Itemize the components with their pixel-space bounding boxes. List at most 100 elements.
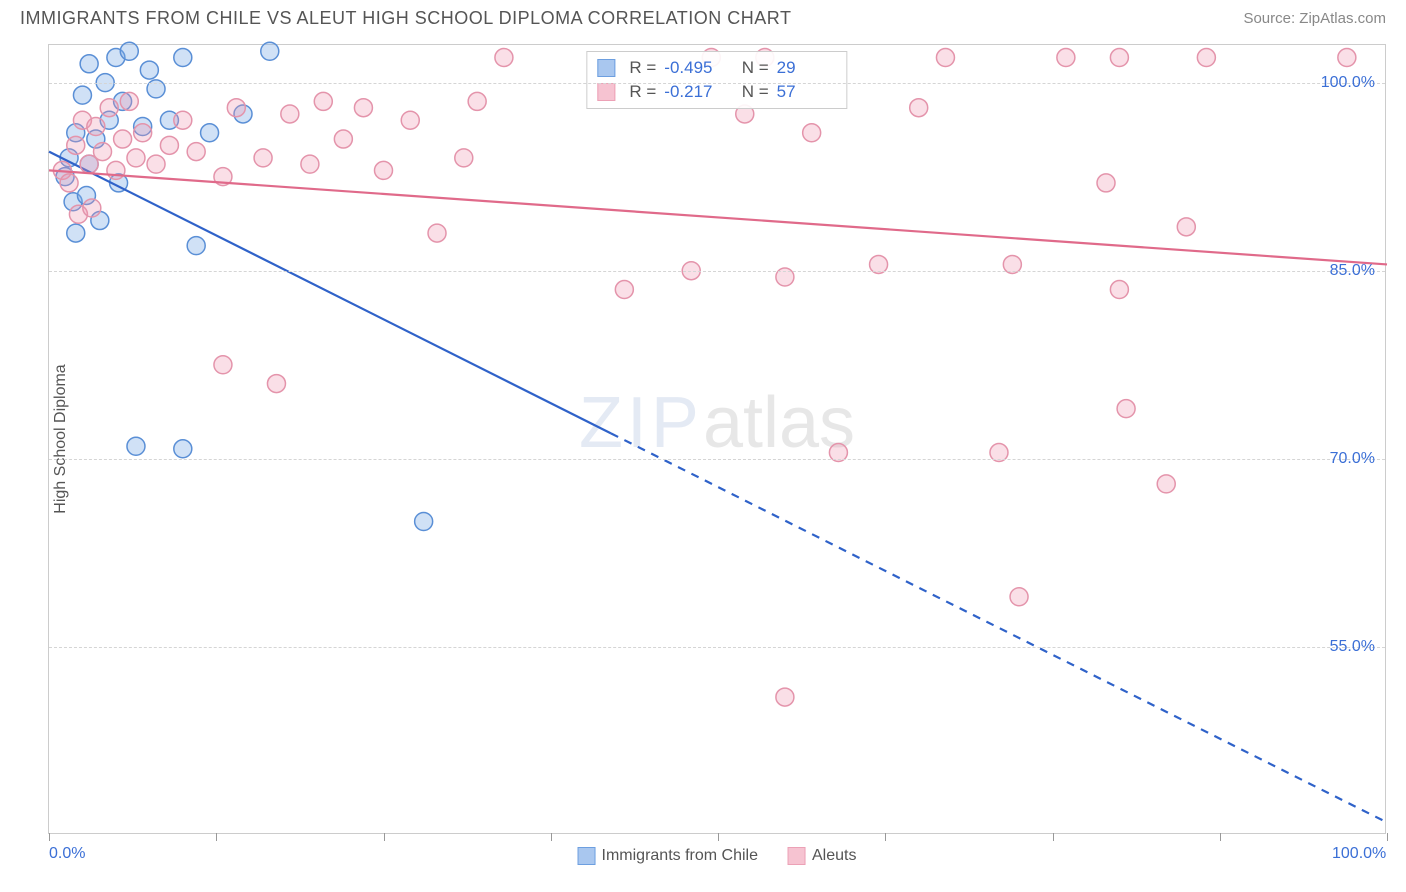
data-point bbox=[261, 42, 279, 60]
legend-n-label: N = bbox=[732, 82, 768, 102]
legend-swatch bbox=[597, 59, 615, 77]
data-point bbox=[455, 149, 473, 167]
y-tick-label: 85.0% bbox=[1330, 262, 1375, 280]
gridline bbox=[49, 647, 1385, 648]
x-tick bbox=[551, 833, 552, 841]
source-attribution: Source: ZipAtlas.com bbox=[1243, 10, 1386, 27]
data-point bbox=[254, 149, 272, 167]
data-point bbox=[174, 49, 192, 67]
data-point bbox=[214, 356, 232, 374]
data-point bbox=[187, 143, 205, 161]
gridline bbox=[49, 83, 1385, 84]
data-point bbox=[174, 440, 192, 458]
data-point bbox=[60, 174, 78, 192]
x-tick bbox=[1053, 833, 1054, 841]
legend-swatch bbox=[597, 83, 615, 101]
data-point bbox=[334, 130, 352, 148]
data-point bbox=[160, 136, 178, 154]
data-point bbox=[1117, 400, 1135, 418]
data-point bbox=[936, 49, 954, 67]
x-tick bbox=[216, 833, 217, 841]
data-point bbox=[401, 111, 419, 129]
data-point bbox=[120, 92, 138, 110]
trend-line bbox=[49, 152, 611, 434]
data-point bbox=[428, 224, 446, 242]
y-tick-label: 100.0% bbox=[1321, 74, 1375, 92]
data-point bbox=[94, 143, 112, 161]
x-axis-label: 0.0% bbox=[49, 845, 85, 863]
data-point bbox=[375, 161, 393, 179]
legend-series-name: Immigrants from Chile bbox=[602, 847, 758, 864]
data-point bbox=[1177, 218, 1195, 236]
data-point bbox=[267, 375, 285, 393]
data-point bbox=[1097, 174, 1115, 192]
data-point bbox=[127, 149, 145, 167]
legend-swatch bbox=[788, 847, 806, 865]
chart-svg bbox=[49, 45, 1385, 833]
data-point bbox=[495, 49, 513, 67]
data-point bbox=[67, 224, 85, 242]
data-point bbox=[354, 99, 372, 117]
data-point bbox=[87, 118, 105, 136]
data-point bbox=[615, 281, 633, 299]
data-point bbox=[910, 99, 928, 117]
data-point bbox=[314, 92, 332, 110]
legend-n-value: 29 bbox=[777, 58, 837, 78]
data-point bbox=[174, 111, 192, 129]
data-point bbox=[73, 86, 91, 104]
legend-n-label: N = bbox=[732, 58, 768, 78]
x-tick bbox=[718, 833, 719, 841]
data-point bbox=[114, 130, 132, 148]
legend-r-label: R = bbox=[629, 58, 656, 78]
gridline bbox=[49, 459, 1385, 460]
data-point bbox=[100, 99, 118, 117]
data-point bbox=[134, 124, 152, 142]
data-point bbox=[80, 55, 98, 73]
y-tick-label: 70.0% bbox=[1330, 450, 1375, 468]
data-point bbox=[1338, 49, 1356, 67]
data-point bbox=[1157, 475, 1175, 493]
data-point bbox=[201, 124, 219, 142]
data-point bbox=[776, 688, 794, 706]
bottom-legend: Immigrants from Chile Aleuts bbox=[578, 847, 857, 865]
data-point bbox=[803, 124, 821, 142]
x-tick bbox=[1387, 833, 1388, 841]
data-point bbox=[1110, 281, 1128, 299]
x-axis-label: 100.0% bbox=[1332, 845, 1386, 863]
data-point bbox=[1010, 588, 1028, 606]
x-tick bbox=[1220, 833, 1221, 841]
data-point bbox=[281, 105, 299, 123]
data-point bbox=[120, 42, 138, 60]
x-tick bbox=[384, 833, 385, 841]
data-point bbox=[83, 199, 101, 217]
data-point bbox=[147, 155, 165, 173]
data-point bbox=[1110, 49, 1128, 67]
legend-series-name: Aleuts bbox=[812, 847, 856, 864]
data-point bbox=[468, 92, 486, 110]
bottom-legend-item: Aleuts bbox=[788, 847, 856, 865]
data-point bbox=[127, 437, 145, 455]
chart-plot-area: High School Diploma ZIPatlas R =-0.495 N… bbox=[48, 44, 1386, 834]
gridline bbox=[49, 271, 1385, 272]
legend-r-value: -0.495 bbox=[664, 58, 724, 78]
legend-r-label: R = bbox=[629, 82, 656, 102]
x-tick bbox=[49, 833, 50, 841]
y-tick-label: 55.0% bbox=[1330, 638, 1375, 656]
data-point bbox=[415, 513, 433, 531]
legend-n-value: 57 bbox=[777, 82, 837, 102]
trend-line-extrapolated bbox=[611, 433, 1387, 822]
legend-row: R = -0.495 N = 29 bbox=[597, 56, 836, 80]
data-point bbox=[227, 99, 245, 117]
data-point bbox=[1197, 49, 1215, 67]
data-point bbox=[187, 237, 205, 255]
x-tick bbox=[885, 833, 886, 841]
data-point bbox=[140, 61, 158, 79]
data-point bbox=[67, 136, 85, 154]
correlation-legend: R = -0.495 N = 29 R = -0.217 N = 57 bbox=[586, 51, 847, 109]
legend-swatch bbox=[578, 847, 596, 865]
chart-title: IMMIGRANTS FROM CHILE VS ALEUT HIGH SCHO… bbox=[20, 8, 791, 29]
data-point bbox=[301, 155, 319, 173]
legend-r-value: -0.217 bbox=[664, 82, 724, 102]
data-point bbox=[1057, 49, 1075, 67]
data-point bbox=[107, 161, 125, 179]
